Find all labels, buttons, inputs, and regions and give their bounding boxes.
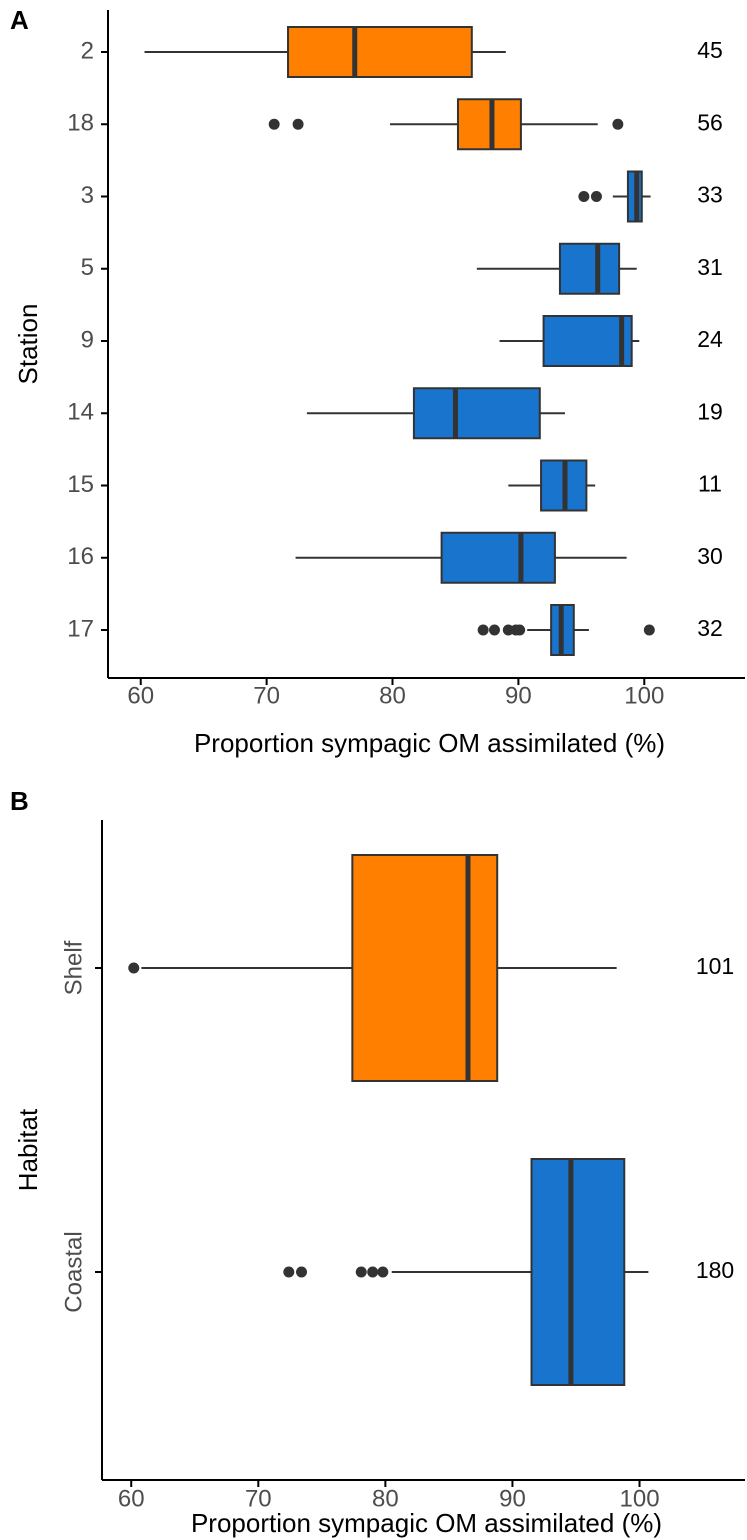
x-axis-title: Proportion sympagic OM assimilated (%) xyxy=(194,728,665,758)
y-tick-label: 17 xyxy=(67,615,94,642)
box xyxy=(456,98,522,151)
outlier xyxy=(296,1266,308,1278)
y-tick-label: 2 xyxy=(81,37,94,64)
x-tick-label: 70 xyxy=(253,682,280,709)
outlier xyxy=(377,1266,389,1278)
panel-letter: A xyxy=(10,5,29,35)
y-tick-label: 9 xyxy=(81,326,94,353)
x-tick-label: 70 xyxy=(245,1485,272,1512)
panel-letter: B xyxy=(10,786,29,816)
outlier xyxy=(355,1266,367,1278)
outlier xyxy=(367,1266,379,1278)
box xyxy=(542,315,633,367)
outlier xyxy=(488,624,500,636)
outlier xyxy=(502,624,514,636)
count-label: 56 xyxy=(697,109,723,135)
y-axis-title: Station xyxy=(13,304,43,385)
outlier xyxy=(292,118,304,130)
box xyxy=(351,854,499,1082)
count-label: 19 xyxy=(697,398,723,424)
x-tick-label: 80 xyxy=(379,682,406,709)
box xyxy=(530,1158,626,1386)
outlier xyxy=(477,624,489,636)
box xyxy=(287,26,473,78)
box xyxy=(558,242,621,295)
y-tick-label: 16 xyxy=(67,543,94,570)
outlier xyxy=(283,1266,295,1278)
outlier xyxy=(128,962,140,974)
count-label: 30 xyxy=(697,543,723,569)
count-label: 32 xyxy=(697,615,723,641)
count-label: 11 xyxy=(698,471,722,497)
y-axis-title: Habitat xyxy=(13,1108,43,1191)
x-tick-label: 60 xyxy=(118,1485,145,1512)
x-axis-title: Proportion sympagic OM assimilated (%) xyxy=(191,1508,662,1538)
count-label: 24 xyxy=(697,326,723,352)
x-tick-label: 90 xyxy=(505,682,532,709)
outlier xyxy=(643,624,655,636)
x-tick-label: 90 xyxy=(499,1485,526,1512)
outlier xyxy=(268,118,280,130)
x-tick-label: 100 xyxy=(624,682,664,709)
box xyxy=(440,531,556,584)
count-label: 180 xyxy=(696,1257,734,1283)
count-label: 31 xyxy=(697,254,723,280)
count-label: 45 xyxy=(697,37,723,63)
count-label: 101 xyxy=(696,953,734,979)
y-tick-label: Coastal xyxy=(60,1231,87,1312)
y-tick-label: Shelf xyxy=(60,940,87,995)
y-tick-label: 5 xyxy=(81,254,94,281)
outlier xyxy=(590,191,602,202)
y-tick-label: 14 xyxy=(67,399,94,426)
y-tick-label: 3 xyxy=(81,182,94,209)
x-tick-label: 100 xyxy=(620,1485,660,1512)
outlier xyxy=(578,191,590,202)
x-tick-label: 60 xyxy=(127,682,154,709)
outlier xyxy=(612,118,624,130)
x-tick-label: 80 xyxy=(372,1485,399,1512)
outlier xyxy=(514,624,526,636)
count-label: 33 xyxy=(697,182,723,208)
y-tick-label: 18 xyxy=(67,110,94,137)
y-tick-label: 15 xyxy=(67,471,94,498)
box xyxy=(412,387,541,440)
